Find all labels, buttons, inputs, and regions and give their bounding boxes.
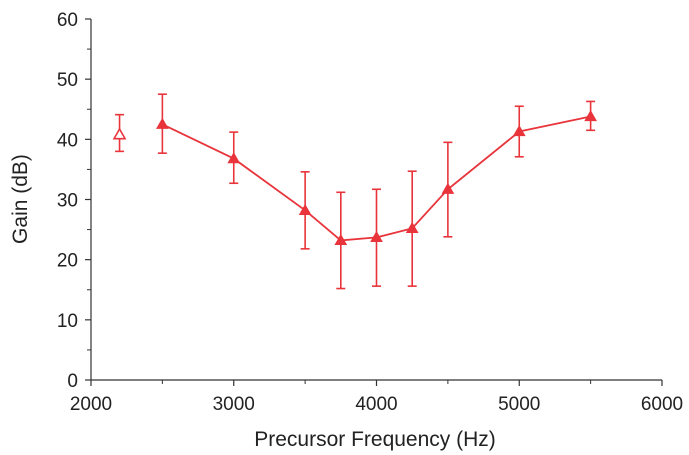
y-tick-label: 60 [57, 10, 78, 31]
plot-area [112, 93, 597, 290]
y-tick-label: 0 [67, 371, 78, 392]
data-point-filled-triangle [370, 230, 383, 243]
y-axis-title: Gain (dB) [9, 154, 32, 244]
data-point-filled-triangle [584, 109, 597, 122]
x-tick-label: 6000 [641, 394, 683, 415]
x-axis-title: Precursor Frequency (Hz) [254, 428, 496, 451]
data-point-filled-triangle [227, 152, 241, 164]
data-point-filled-triangle [405, 221, 419, 234]
y-tick-label: 50 [57, 70, 78, 91]
data-point-filled-triangle [156, 117, 169, 129]
data-point-filled-triangle [298, 203, 312, 215]
axes: 0 10 20 30 40 50 60 2000 3000 4000 5000 6000 [57, 10, 683, 415]
y-tick-label: 40 [57, 130, 78, 151]
data-point-filled-triangle [441, 182, 455, 194]
x-tick-label: 2000 [70, 394, 112, 415]
data-point-filled-triangle [334, 233, 348, 246]
y-tick-label: 10 [57, 311, 78, 332]
data-point-open-triangle [112, 127, 127, 140]
y-tick-label: 30 [57, 191, 78, 212]
data-point-filled-triangle [512, 125, 526, 137]
x-tick-label: 3000 [213, 394, 255, 415]
x-tick-label: 5000 [498, 394, 540, 415]
x-tick-label: 4000 [355, 394, 397, 415]
y-tick-label: 20 [57, 251, 78, 272]
